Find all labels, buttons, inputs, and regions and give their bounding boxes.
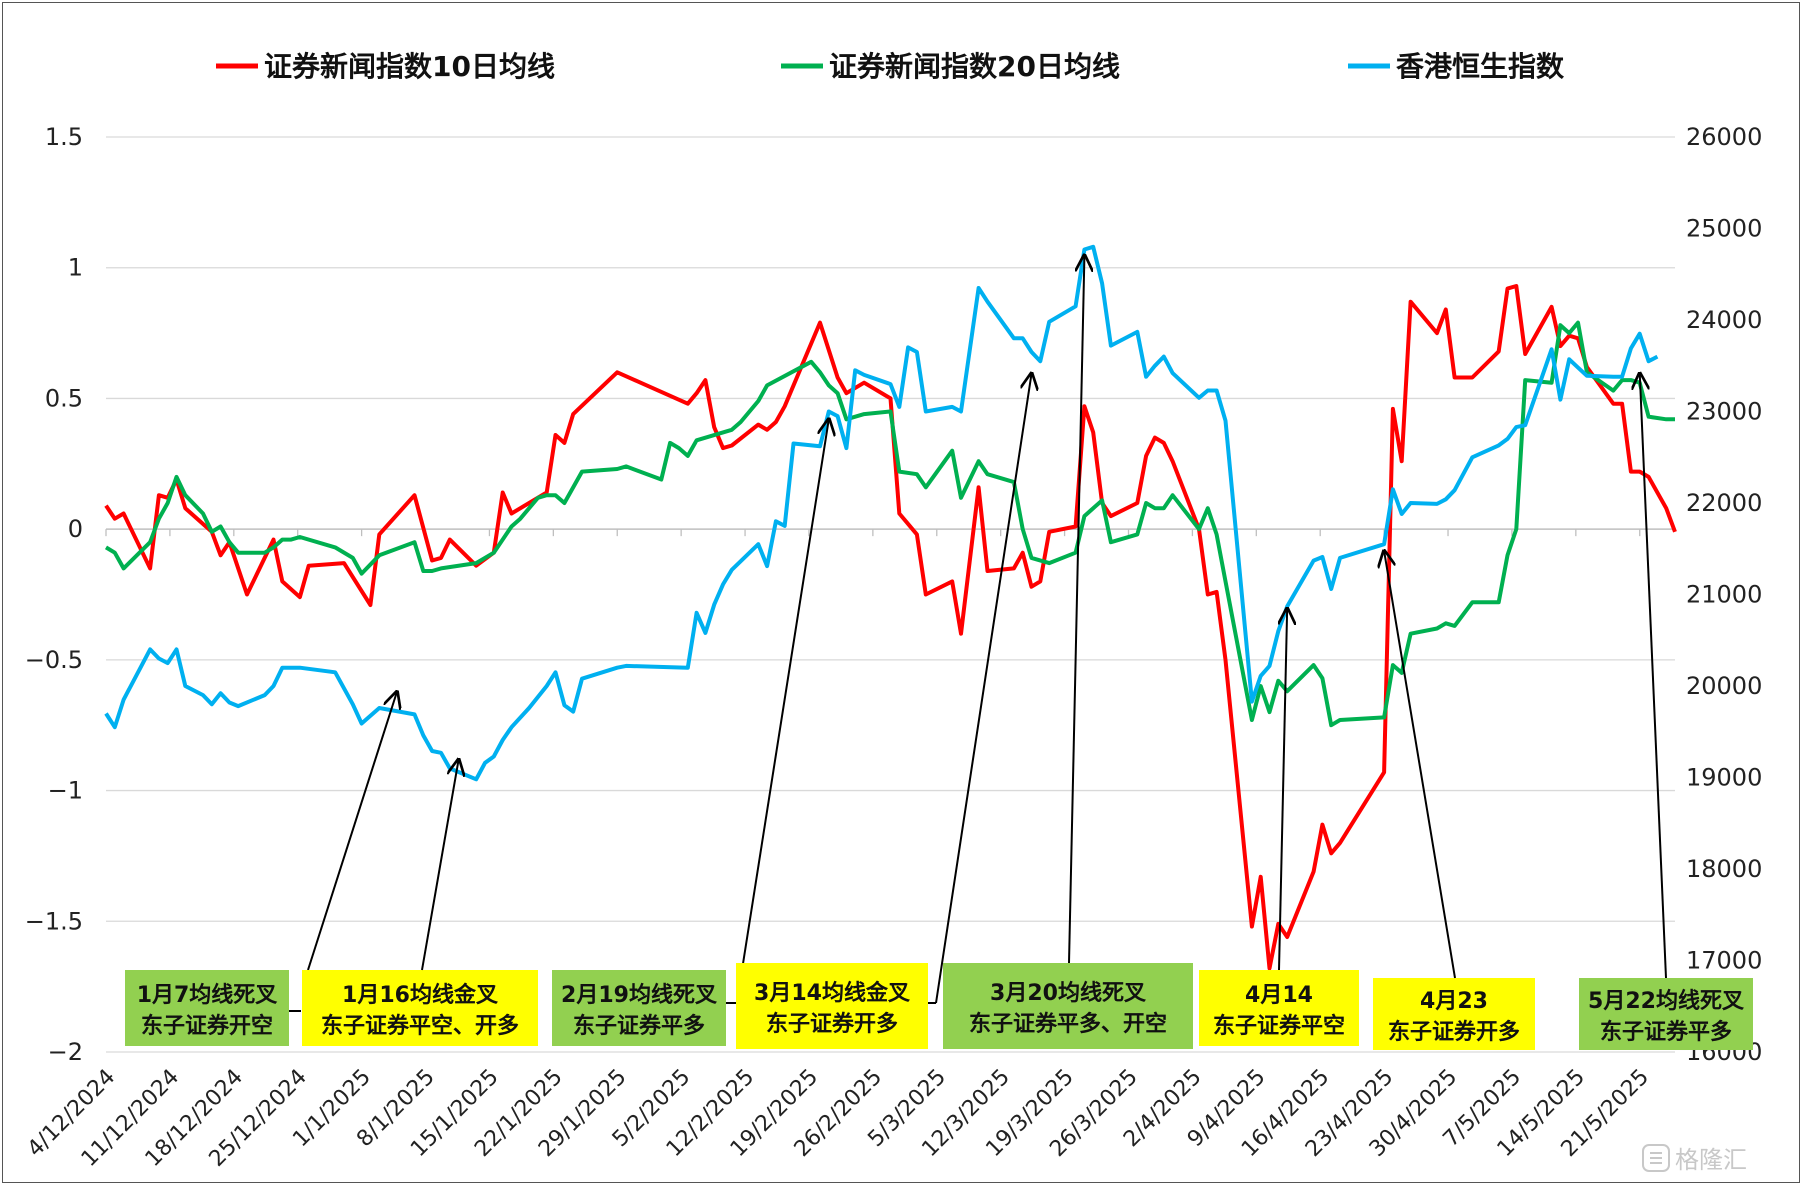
y-left-tick-label: 0 (68, 515, 83, 543)
y-right-tick-label: 26000 (1686, 123, 1762, 151)
y-right-tick-label: 23000 (1686, 398, 1762, 426)
annotation-box (943, 963, 1193, 1049)
watermark-logo: 格隆汇 (1642, 1144, 1747, 1174)
annotation-text: 1月16均线金叉 (342, 982, 498, 1008)
annotation-6: 4月14 东子证券平空 (1199, 609, 1359, 1046)
annotation-text: 东子证券平多 (573, 1013, 705, 1039)
y-right-tick-label: 22000 (1686, 489, 1762, 517)
series-line-2 (104, 320, 1675, 728)
annotation-text: 3月14均线金叉 (754, 980, 910, 1006)
annotation-text: 东子证券平空、开多 (321, 1013, 519, 1039)
annotation-box (1373, 978, 1535, 1050)
annotation-box (552, 970, 726, 1046)
annotation-text: 3月20均线死叉 (990, 980, 1146, 1006)
y-right-tick-label: 19000 (1686, 764, 1762, 792)
annotation-arrow (741, 419, 829, 971)
y-right-tick-label: 25000 (1686, 215, 1762, 243)
annotations: 1月7均线死叉东子证券开空1月16均线金叉东子证券平空、开多2月19均线死叉东子… (125, 256, 1753, 1050)
y-left-tick-label: 0.5 (45, 384, 83, 412)
series-lines (104, 244, 1677, 971)
y-left-tick-label: −1 (48, 777, 83, 805)
y-right-tick-label: 17000 (1686, 947, 1762, 975)
svg-text:格隆汇: 格隆汇 (1675, 1146, 1747, 1174)
annotation-arrow (935, 374, 1032, 1004)
y-right-tick-label: 21000 (1686, 581, 1762, 609)
y-right-tick-label: 24000 (1686, 306, 1762, 334)
annotation-box (302, 970, 538, 1046)
annotation-text: 东子证券平空 (1213, 1013, 1345, 1039)
legend: 证券新闻指数10日均线 证券新闻指数20日均线 香港恒生指数 (216, 50, 1565, 83)
annotation-text: 东子证券平多、开空 (969, 1011, 1167, 1037)
annotation-box (1579, 978, 1753, 1050)
series-line-3 (104, 244, 1659, 782)
annotation-text: 东子证券开多 (1388, 1019, 1520, 1045)
annotation-text: 东子证券开多 (766, 1011, 898, 1037)
annotation-text: 东子证券平多 (1600, 1019, 1732, 1045)
y-left-tick-label: −2 (48, 1038, 83, 1066)
annotation-arrow (421, 760, 459, 971)
grid (106, 136, 1675, 1053)
annotation-arrow (1384, 551, 1456, 979)
chart: 1.5 1 0.5 0 −0.5 −1 −1.5 −2 26000 25000 24000 23000… (23, 50, 1763, 1174)
legend-label: 证券新闻指数20日均线 (829, 50, 1120, 83)
annotation-arrow (1279, 609, 1287, 971)
annotation-text: 1月7均线死叉 (137, 982, 278, 1008)
annotation-text: 5月22均线死叉 (1588, 988, 1744, 1014)
annotation-text: 4月14 (1245, 983, 1313, 1008)
y-left-tick-label: −0.5 (25, 646, 83, 674)
y-left-tick-label: 1 (68, 254, 83, 282)
y-left-tick-label: −1.5 (25, 907, 83, 935)
y-right-tick-label: 18000 (1686, 855, 1762, 883)
y-right-tick-label: 20000 (1686, 672, 1762, 700)
annotation-text: 东子证券开空 (141, 1013, 273, 1039)
y-left-tick-label: 1.5 (45, 123, 83, 151)
annotation-arrow (1068, 256, 1084, 964)
annotation-box (125, 970, 289, 1046)
annotation-box (1199, 970, 1359, 1046)
annotation-arrow (307, 692, 397, 971)
legend-label: 证券新闻指数10日均线 (264, 50, 555, 83)
annotation-7: 4月23 东子证券开多 (1373, 551, 1535, 1050)
annotation-text: 2月19均线死叉 (561, 982, 717, 1008)
legend-label: 香港恒生指数 (1396, 50, 1565, 83)
annotation-arrow (1640, 374, 1667, 979)
annotation-text: 4月23 (1420, 989, 1488, 1014)
annotation-box (736, 963, 928, 1049)
